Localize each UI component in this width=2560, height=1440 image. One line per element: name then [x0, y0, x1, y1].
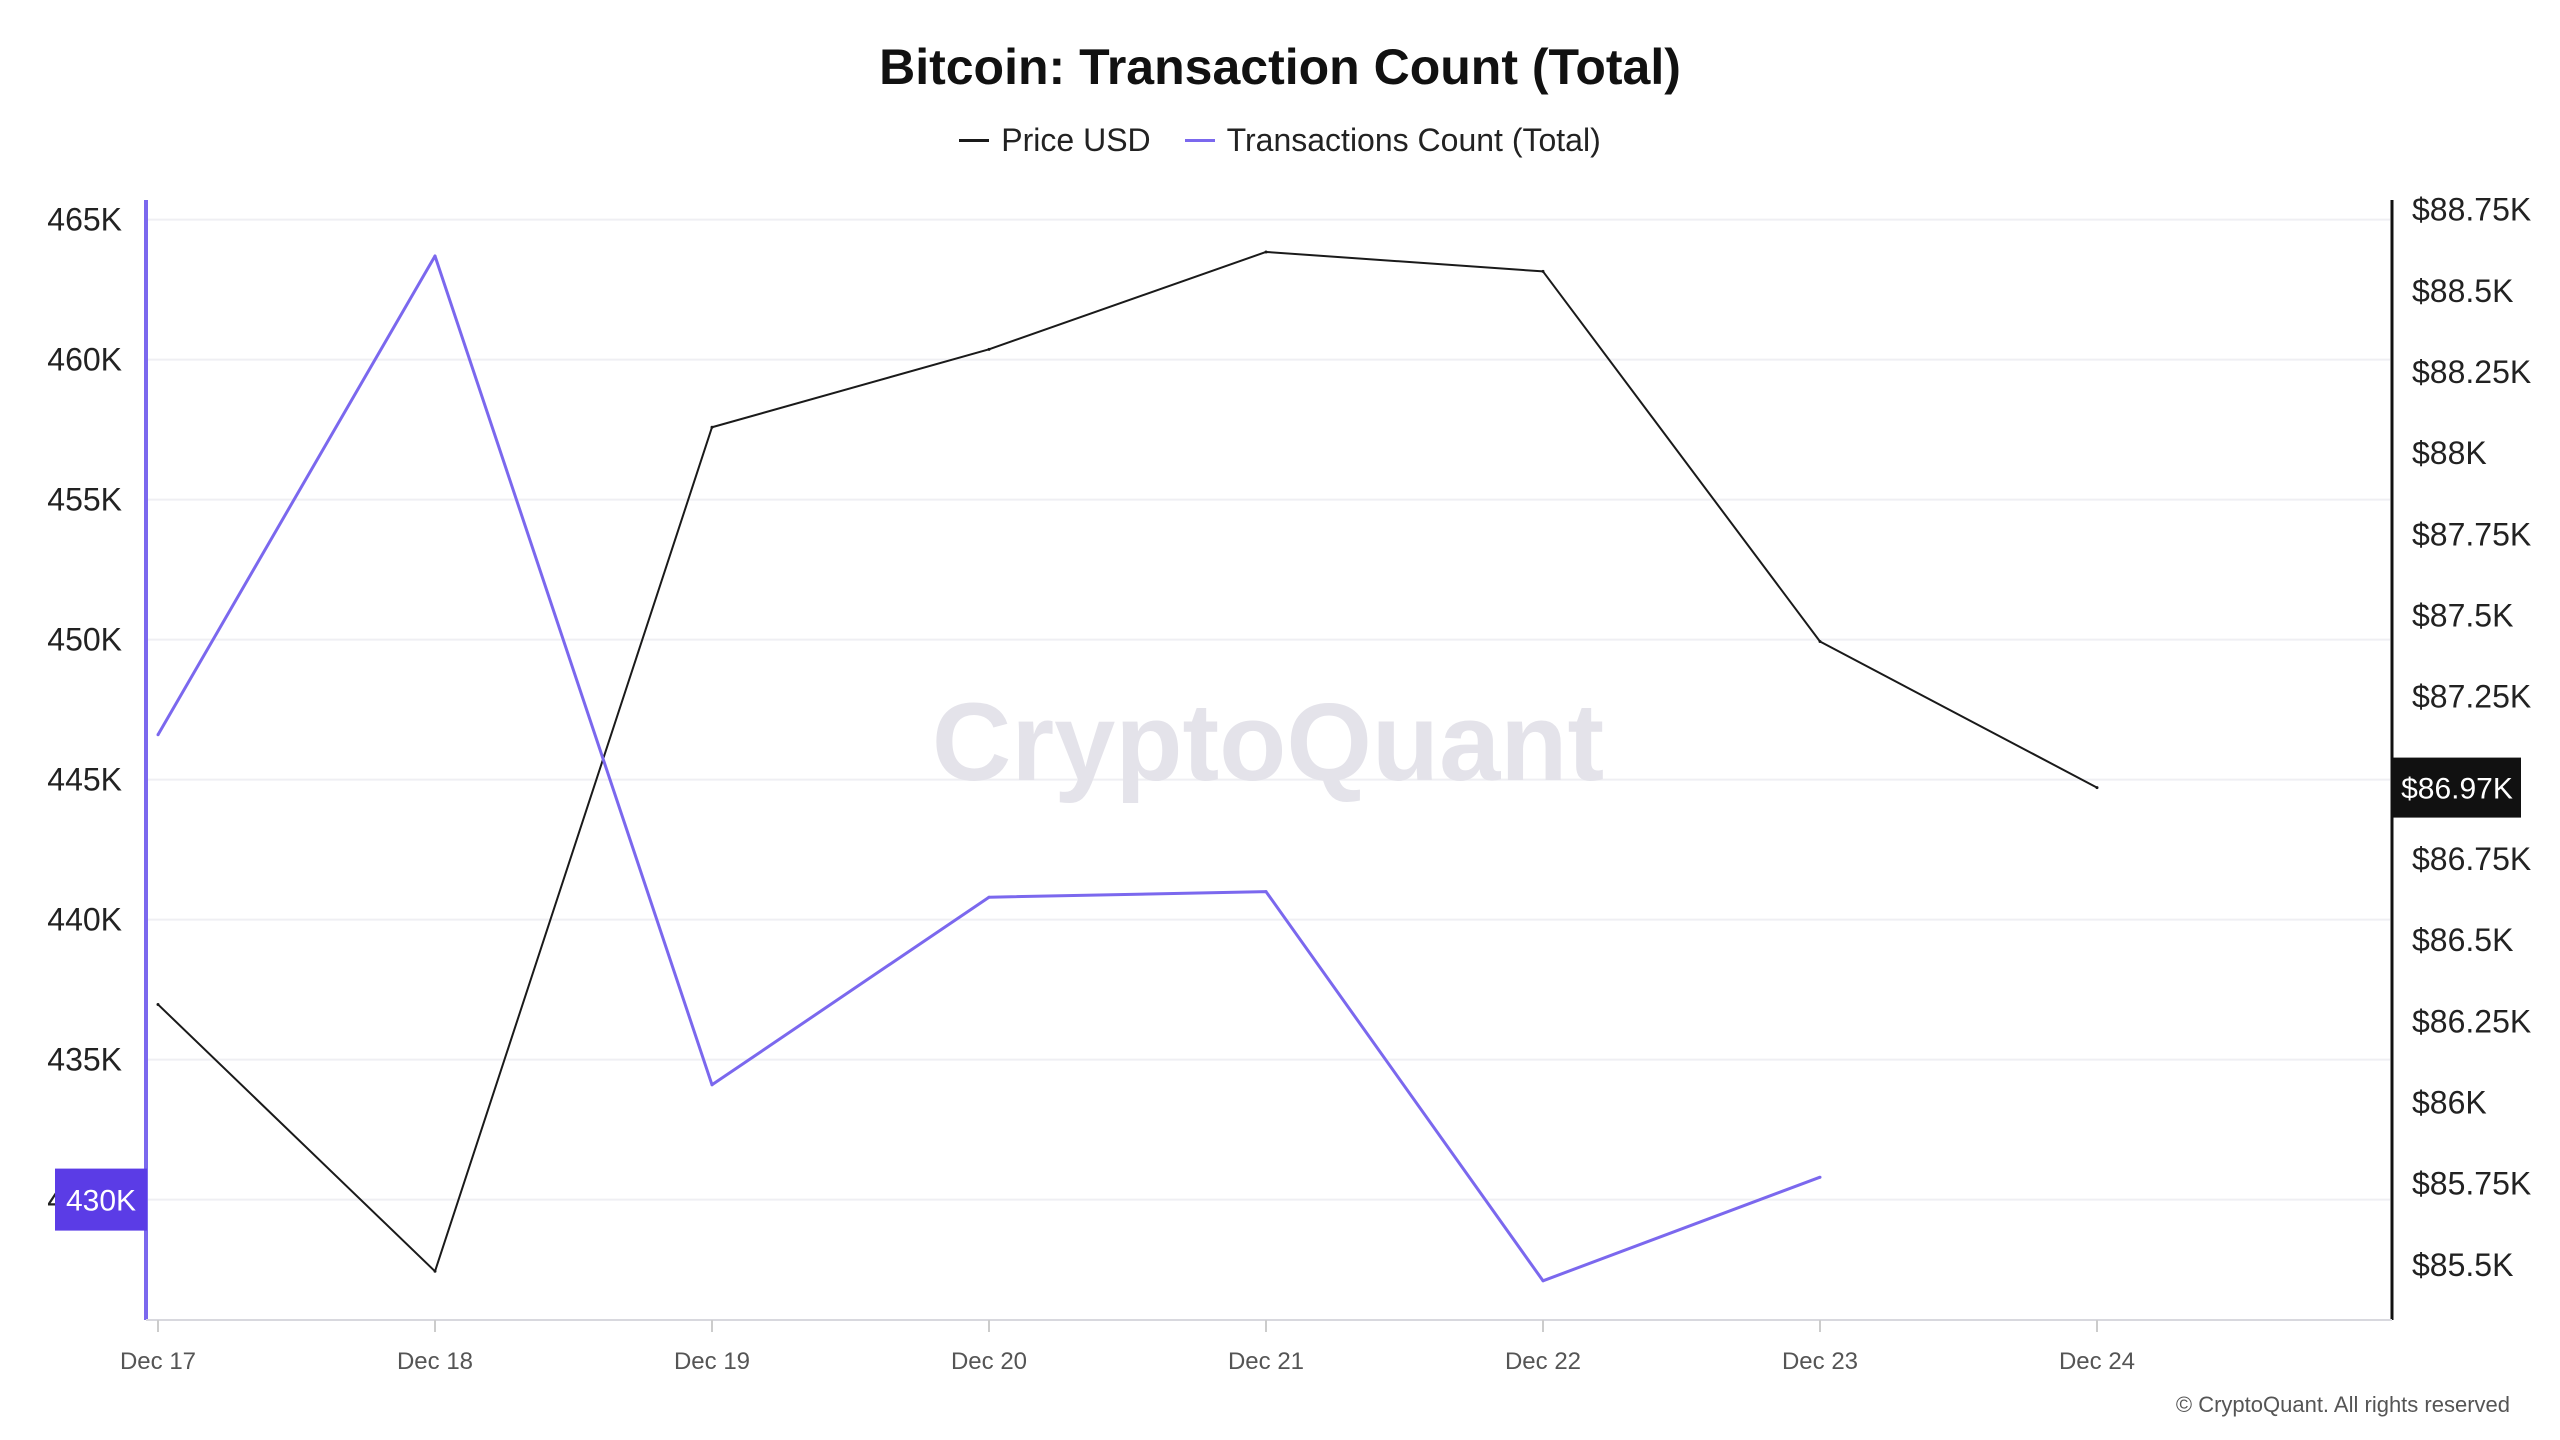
legend-item-price[interactable]: Price USD [959, 122, 1151, 159]
x-tick-label-6: Dec 23 [1782, 1348, 1858, 1375]
right-tick-label-7: $87.25K [2412, 679, 2531, 715]
right-tick-label-3: $86.25K [2412, 1003, 2531, 1039]
copyright-text: © CryptoQuant. All rights reserved [2175, 1392, 2510, 1417]
left-tick-label-7: 465K [47, 202, 122, 238]
watermark-layer: CryptoQuant [932, 681, 1604, 804]
right-tick-label-11: $88.25K [2412, 354, 2531, 390]
right-tick-label-9: $87.75K [2412, 516, 2531, 552]
left-tick-label-4: 450K [47, 622, 122, 658]
transactions-point-1 [433, 254, 437, 258]
watermark-text: CryptoQuant [932, 681, 1604, 804]
transactions-point-0 [156, 733, 160, 737]
x-tick-label-0: Dec 17 [120, 1348, 196, 1375]
x-tick-label-1: Dec 18 [397, 1348, 473, 1375]
price-point-0 [156, 1002, 160, 1006]
price-point-3 [987, 347, 991, 351]
x-tick-label-2: Dec 19 [674, 1348, 750, 1375]
axis-badges: 430K $86.97K [55, 757, 2521, 1231]
right-tick-label-13: $88.75K [2412, 192, 2531, 228]
price-point-4 [1264, 250, 1268, 254]
legend-swatch-transactions [1184, 139, 1215, 142]
right-tick-label-8: $87.5K [2412, 598, 2513, 634]
x-tick-label-4: Dec 21 [1228, 1348, 1304, 1375]
grid-lines [146, 218, 2390, 1201]
price-point-2 [710, 425, 714, 429]
transactions-point-5 [1541, 1279, 1545, 1283]
price-point-1 [433, 1269, 437, 1273]
left-tick-label-1: 435K [47, 1042, 122, 1078]
price-point-6 [1818, 640, 1822, 644]
legend-label-price: Price USD [1001, 122, 1151, 158]
transactions-point-2 [710, 1083, 714, 1087]
axes [144, 200, 2394, 1332]
transactions-point-3 [987, 895, 991, 899]
left-tick-label-3: 445K [47, 762, 122, 798]
left-tick-label-2: 440K [47, 902, 122, 938]
right-tick-label-10: $88K [2412, 435, 2487, 471]
right-tick-label-1: $85.75K [2412, 1166, 2531, 1202]
transactions-point-6 [1818, 1175, 1822, 1179]
left-tick-label-5: 455K [47, 482, 122, 518]
right-tick-label-4: $86.5K [2412, 922, 2513, 958]
left-axis-badge-label: 430K [66, 1185, 136, 1218]
series-layer [156, 250, 2099, 1283]
price-point-5 [1541, 269, 1545, 273]
left-axis-badge [55, 1168, 147, 1231]
x-tick-label-5: Dec 22 [1505, 1348, 1581, 1375]
series-line-price [157, 250, 2098, 1273]
legend-label-transactions: Transactions Count (Total) [1226, 122, 1601, 158]
right-axis-badge-label: $86.97K [2401, 773, 2513, 806]
chart-title: Bitcoin: Transaction Count (Total) [879, 39, 1681, 95]
right-axis-badge [2393, 757, 2521, 818]
legend-item-transactions[interactable]: Transactions Count (Total) [1184, 122, 1601, 159]
right-tick-label-5: $86.75K [2412, 841, 2531, 877]
price-point-7 [2095, 786, 2099, 790]
legend: Price USD Transactions Count (Total) [0, 122, 2560, 159]
left-tick-label-6: 460K [47, 342, 122, 378]
legend-swatch-price [959, 139, 990, 142]
x-tick-label-7: Dec 24 [2059, 1348, 2135, 1375]
right-tick-label-2: $86K [2412, 1084, 2487, 1120]
right-tick-label-12: $88.5K [2412, 273, 2513, 309]
transactions-point-4 [1264, 890, 1268, 894]
x-tick-label-3: Dec 20 [951, 1348, 1027, 1375]
right-tick-label-0: $85.5K [2412, 1247, 2513, 1283]
